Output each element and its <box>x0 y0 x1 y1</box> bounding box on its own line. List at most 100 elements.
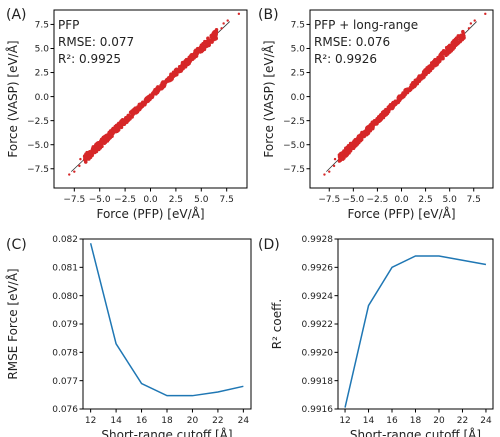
scatter-point <box>395 100 400 105</box>
panel-label: (A) <box>6 7 27 23</box>
scatter-point <box>148 97 152 102</box>
y-tick-label: 0.079 <box>52 320 78 330</box>
y-tick-label: 0.9920 <box>302 349 334 359</box>
scatter-point <box>68 173 71 176</box>
scatter-point <box>467 27 471 30</box>
x-tick-label: 22 <box>457 416 468 426</box>
y-tick-label: 0.9922 <box>302 320 334 330</box>
scatter-point <box>105 134 110 138</box>
scatter-point <box>385 108 389 112</box>
x-tick-label: 2.5 <box>169 195 183 205</box>
scatter-point <box>405 90 409 94</box>
scatter-point <box>381 111 385 115</box>
scatter-point <box>108 132 113 137</box>
scatter-point <box>103 137 106 141</box>
x-tick-label: −5.0 <box>89 195 111 205</box>
scatter-point <box>381 113 385 118</box>
scatter-point <box>99 137 104 142</box>
x-axis-label: Short-range cutoff [Å] <box>350 427 481 437</box>
scatter-point <box>456 38 459 42</box>
scatter-point <box>78 164 81 168</box>
x-axis-label: Short-range cutoff [Å] <box>101 427 232 437</box>
x-tick-label: 20 <box>187 416 199 426</box>
scatter-point <box>352 144 355 147</box>
scatter-point <box>171 74 176 79</box>
scatter-point <box>141 100 145 105</box>
scatter-point <box>131 113 135 117</box>
plot-frame <box>337 238 494 410</box>
y-tick-label: −7.5 <box>283 165 305 175</box>
y-tick-label: 0.9926 <box>302 264 334 274</box>
scatter-point <box>84 156 87 159</box>
x-tick-label: 16 <box>386 416 398 426</box>
scatter-point <box>342 156 346 160</box>
x-tick-label: 16 <box>136 416 148 426</box>
scatter-point <box>113 130 117 133</box>
scatter-point <box>366 130 369 133</box>
scatter-point <box>237 12 241 16</box>
x-tick-label: 18 <box>161 416 173 426</box>
scatter-cloud <box>82 28 219 164</box>
scatter-point <box>119 119 123 123</box>
scatter-point <box>174 72 178 75</box>
y-tick-label: −7.5 <box>27 165 49 175</box>
scatter-point <box>201 41 205 46</box>
panel-d: (D) 12 14 16 18 20 22 24 0.9916 0.9918 0.9920 0.992… <box>258 235 494 437</box>
x-tick-label: 2.5 <box>418 195 432 205</box>
stat-annotation: R²: 0.9926 <box>314 52 377 66</box>
scatter-point <box>364 133 369 137</box>
y-tick-label: 0.9928 <box>302 235 334 245</box>
scatter-point <box>461 34 465 38</box>
x-tick-label: 5.0 <box>194 195 209 205</box>
x-axis-label: Force (PFP) [eV/Å] <box>347 206 455 221</box>
y-tick-label: 0.0 <box>291 93 306 103</box>
scatter-point <box>73 170 76 173</box>
y-tick-label: 0.0 <box>35 93 50 103</box>
stat-annotation: PFP <box>58 18 79 32</box>
scatter-point <box>123 119 127 122</box>
x-tick-label: 12 <box>85 416 96 426</box>
scatter-point <box>351 145 356 150</box>
scatter-point <box>448 46 451 49</box>
x-tick-label: −2.5 <box>366 195 388 205</box>
scatter-point <box>457 40 461 45</box>
scatter-point <box>347 148 351 153</box>
scatter-point <box>99 141 104 145</box>
plot-frame <box>82 238 252 410</box>
scatter-point <box>156 87 160 91</box>
scatter-point <box>116 128 120 133</box>
scatter-point <box>134 108 137 112</box>
y-tick-label: 7.5 <box>291 21 305 31</box>
scatter-point <box>459 33 463 38</box>
scatter-point <box>411 81 415 85</box>
series-line <box>89 243 244 397</box>
scatter-point <box>439 51 444 55</box>
scatter-point <box>423 69 427 73</box>
stat-annotation: RMSE: 0.077 <box>58 35 134 49</box>
scatter-point <box>397 96 401 100</box>
scatter-point <box>431 66 435 70</box>
scatter-point <box>176 69 180 74</box>
scatter-point <box>136 107 140 111</box>
scatter-point <box>402 94 406 99</box>
scatter-point <box>202 47 207 51</box>
scatter-cloud <box>337 29 466 163</box>
scatter-point <box>200 46 203 49</box>
scatter-point <box>162 84 167 88</box>
x-tick-label: 5.0 <box>442 195 457 205</box>
scatter-point <box>345 145 349 150</box>
scatter-point <box>181 60 185 65</box>
x-tick-label: 7.5 <box>467 195 481 205</box>
x-tick-label: 24 <box>238 416 250 426</box>
x-tick-label: 0.0 <box>394 195 409 205</box>
scatter-point <box>416 77 420 81</box>
scatter-point <box>92 147 96 151</box>
scatter-point <box>84 160 88 164</box>
scatter-point <box>469 22 473 25</box>
scatter-point <box>439 57 443 61</box>
scatter-point <box>388 104 393 108</box>
scatter-point <box>85 150 89 155</box>
scatter-point <box>98 144 101 147</box>
scatter-point <box>188 57 192 62</box>
